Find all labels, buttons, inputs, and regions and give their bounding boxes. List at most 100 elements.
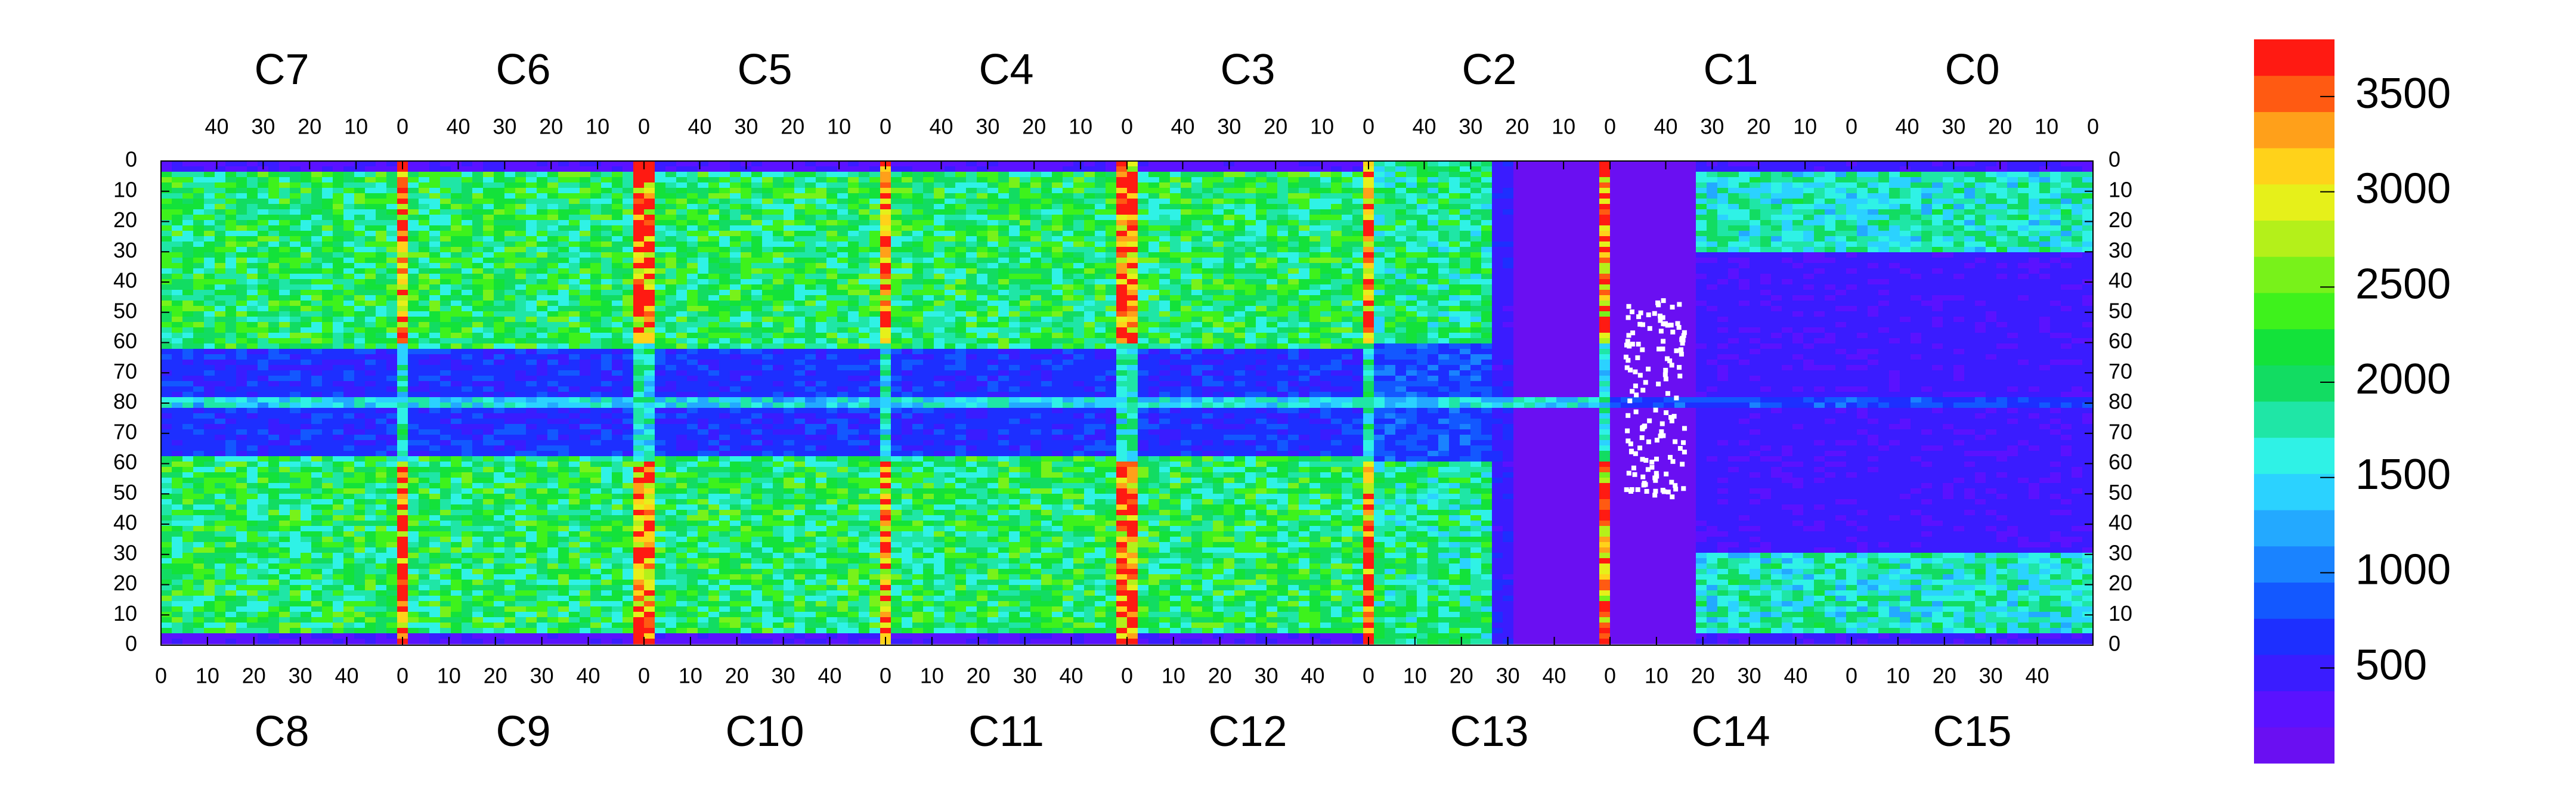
heatmap-cell <box>247 279 258 285</box>
heatmap-cell <box>633 311 645 317</box>
heatmap-cell <box>590 161 602 167</box>
heatmap-cell <box>182 580 194 586</box>
heatmap-cell <box>215 488 226 494</box>
heatmap-cell <box>719 478 730 484</box>
heatmap-cell <box>322 547 333 553</box>
heatmap-cell <box>397 301 408 306</box>
heatmap-cell <box>236 531 247 537</box>
heatmap-cell <box>515 499 527 505</box>
heatmap-cell <box>161 290 172 296</box>
heatmap-cell <box>419 215 430 221</box>
heatmap-cell <box>440 279 451 285</box>
heatmap-cell <box>741 628 752 634</box>
heatmap-cell <box>172 279 183 285</box>
heatmap-cell <box>311 623 323 628</box>
heatmap-cell <box>708 445 720 451</box>
heatmap-cell <box>161 166 172 172</box>
heatmap-cell <box>483 392 494 398</box>
heatmap-cell <box>504 521 516 527</box>
heatmap-cell <box>354 424 366 430</box>
heatmap-cell <box>644 343 655 349</box>
heatmap-cell <box>569 354 580 360</box>
heatmap-cell <box>215 327 226 333</box>
heatmap-cell <box>172 338 183 344</box>
heatmap-cell <box>526 510 537 516</box>
heatmap-cell <box>590 488 602 494</box>
heatmap-cell <box>612 349 623 355</box>
heatmap-cell <box>376 392 387 398</box>
heatmap-cell <box>301 317 312 323</box>
heatmap-cell <box>365 301 376 306</box>
heatmap-cell <box>719 429 730 435</box>
heatmap-cell <box>665 370 677 376</box>
heatmap-cell <box>215 402 226 408</box>
heatmap-cell <box>215 381 226 387</box>
heatmap-cell <box>279 606 290 612</box>
heatmap-cell <box>601 601 612 607</box>
heatmap-cell <box>451 386 462 392</box>
heatmap-cell <box>258 429 269 435</box>
heatmap-cell <box>258 472 269 478</box>
heatmap-cell <box>676 494 688 500</box>
heatmap-cell <box>537 569 548 575</box>
heatmap-cell <box>333 504 344 510</box>
heatmap-cell <box>333 483 344 489</box>
heatmap-cell <box>247 284 258 290</box>
heatmap-cell <box>483 215 494 221</box>
heatmap-cell <box>665 182 677 188</box>
heatmap-cell <box>558 558 569 564</box>
heatmap-cell <box>655 279 666 285</box>
heatmap-cell <box>644 564 655 569</box>
heatmap-cell <box>558 284 569 290</box>
heatmap-cell <box>225 188 237 194</box>
heatmap-cell <box>601 451 612 457</box>
heatmap-cell <box>440 290 451 296</box>
heatmap-cell <box>698 381 709 387</box>
heatmap-cell <box>515 467 527 473</box>
heatmap-cell <box>182 462 194 467</box>
heatmap-cell <box>462 526 473 532</box>
heatmap-cell <box>526 215 537 221</box>
heatmap-cell <box>440 429 451 435</box>
heatmap-cell <box>215 301 226 306</box>
heatmap-cell <box>730 225 741 231</box>
heatmap-cell <box>215 606 226 612</box>
heatmap-cell <box>483 542 494 548</box>
heatmap-cell <box>515 440 527 446</box>
heatmap-cell <box>698 606 709 612</box>
heatmap-cell <box>343 258 355 264</box>
heatmap-cell <box>376 580 387 586</box>
heatmap-cell <box>526 365 537 371</box>
heatmap-cell <box>612 601 623 607</box>
heatmap-cell <box>612 606 623 612</box>
heatmap-cell <box>397 199 408 205</box>
heatmap-cell <box>311 419 323 425</box>
heatmap-cell <box>580 236 591 242</box>
heatmap-cell <box>547 370 559 376</box>
heatmap-cell <box>290 585 301 591</box>
heatmap-cell <box>258 440 269 446</box>
heatmap-cell <box>665 515 677 521</box>
heatmap-cell <box>322 258 333 264</box>
heatmap-cell <box>472 413 484 419</box>
heatmap-cell <box>612 633 623 639</box>
heatmap-cell <box>547 172 559 178</box>
heatmap-cell <box>644 553 655 559</box>
heatmap-cell <box>580 220 591 226</box>
heatmap-cell <box>741 472 752 478</box>
heatmap-cell <box>182 215 194 221</box>
heatmap-cell <box>623 231 634 237</box>
heatmap-cell <box>429 161 441 167</box>
heatmap-cell <box>751 413 763 419</box>
heatmap-cell <box>547 397 559 403</box>
heatmap-cell <box>633 628 645 634</box>
heatmap-cell <box>526 327 537 333</box>
heatmap-cell <box>698 327 709 333</box>
heatmap-cell <box>408 531 419 537</box>
heatmap-cell <box>268 231 280 237</box>
heatmap-cell <box>623 472 634 478</box>
heatmap-cell <box>311 542 323 548</box>
heatmap-cell <box>751 225 763 231</box>
heatmap-cell <box>225 531 237 537</box>
heatmap-cell <box>343 515 355 521</box>
